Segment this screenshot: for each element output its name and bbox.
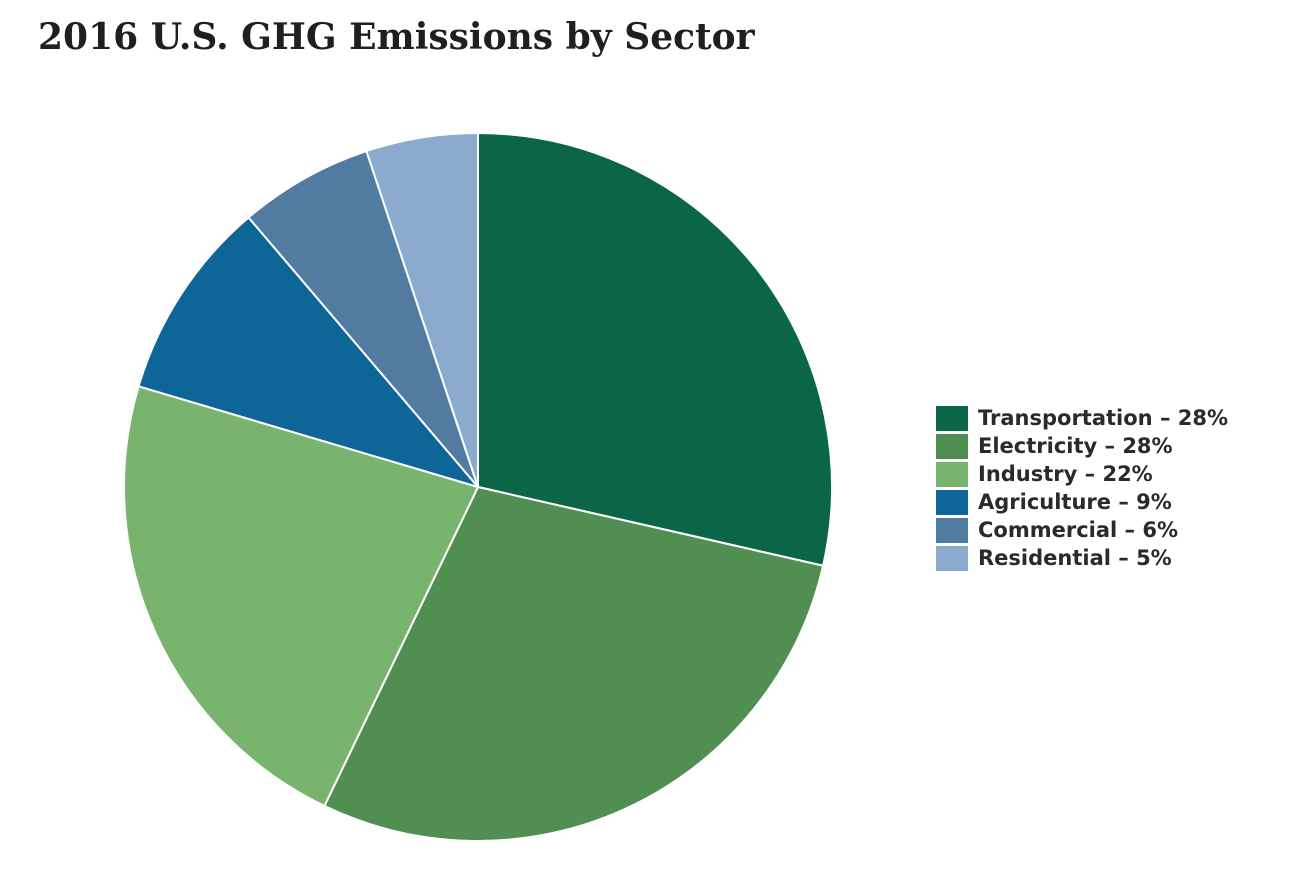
legend-label: Industry – 22% [978, 462, 1153, 486]
legend-label: Agriculture – 9% [978, 490, 1172, 514]
legend-item-electricity: Electricity – 28% [936, 432, 1228, 460]
legend-swatch [936, 405, 968, 431]
legend-item-agriculture: Agriculture – 9% [936, 488, 1228, 516]
legend-item-industry: Industry – 22% [936, 460, 1228, 488]
legend-swatch [936, 433, 968, 459]
chart-title: 2016 U.S. GHG Emissions by Sector [38, 16, 755, 58]
pie-slice-industry [123, 385, 479, 807]
legend-swatch [936, 517, 968, 543]
pie-slice-commercial [247, 150, 479, 488]
pie-chart [123, 132, 833, 842]
legend-label: Electricity – 28% [978, 434, 1173, 458]
legend-swatch [936, 461, 968, 487]
pie-slice-electricity [323, 486, 825, 842]
legend-swatch [936, 545, 968, 571]
legend-item-transportation: Transportation – 28% [936, 404, 1228, 432]
legend-item-residential: Residential – 5% [936, 544, 1228, 572]
legend-label: Commercial – 6% [978, 518, 1178, 542]
pie-slice-transportation [477, 132, 833, 567]
legend-item-commercial: Commercial – 6% [936, 516, 1228, 544]
legend: Transportation – 28% Electricity – 28% Ind… [936, 404, 1228, 572]
legend-label: Transportation – 28% [978, 406, 1229, 430]
pie-slice-agriculture [137, 216, 479, 488]
pie-slice-residential [365, 132, 479, 488]
pie-slices [123, 132, 833, 842]
legend-swatch [936, 489, 968, 515]
legend-label: Residential – 5% [978, 546, 1172, 570]
